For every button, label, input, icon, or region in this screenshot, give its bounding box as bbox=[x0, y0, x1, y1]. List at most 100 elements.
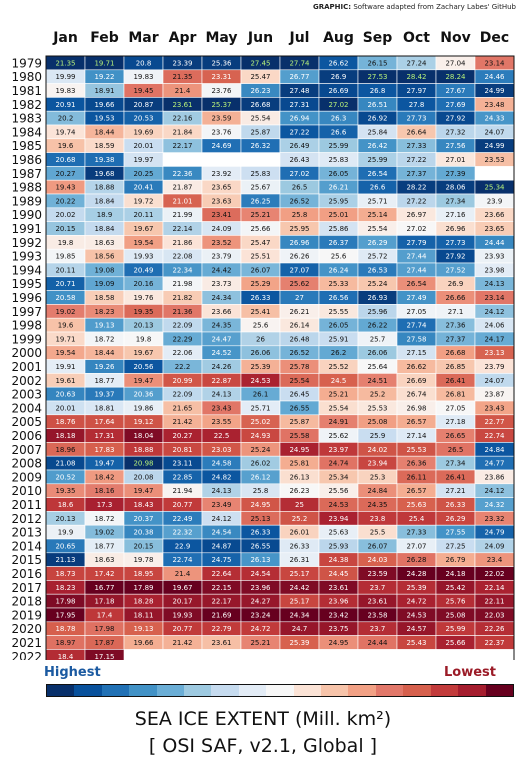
cell-value-label: 26.3 bbox=[331, 115, 347, 123]
cell-value-label: 23.43 bbox=[211, 404, 231, 412]
cell-value-label: 27.02 bbox=[328, 101, 348, 109]
cell-value-label: 23.11 bbox=[172, 460, 192, 468]
cell-value-label: 22.11 bbox=[484, 598, 504, 606]
cell-value-label: 19.69 bbox=[133, 128, 153, 136]
cell-value-label: 19.38 bbox=[94, 156, 114, 164]
cell-value-label: 26.5 bbox=[448, 446, 464, 454]
cell-value-label: 23.92 bbox=[211, 170, 231, 178]
cell-value-label: 23.61 bbox=[367, 598, 387, 606]
cell-value-label: 26.23 bbox=[289, 487, 309, 495]
cell-value-label: 24.5 bbox=[331, 377, 347, 385]
cell-value-label: 22.87 bbox=[211, 377, 231, 385]
year-label: 2002 bbox=[11, 374, 42, 388]
cell-value-label: 27.55 bbox=[445, 529, 465, 537]
cell-value-label: 18.78 bbox=[55, 625, 75, 633]
cell-value-label: 20.71 bbox=[55, 280, 75, 288]
cell-value-label: 26.12 bbox=[250, 473, 270, 481]
chart-subtitle: [ OSI SAF, v2.1, Global ] bbox=[148, 735, 378, 757]
cell-value-label: 26.66 bbox=[445, 294, 466, 302]
year-label: 1996 bbox=[11, 291, 42, 305]
cell-value-label: 27.31 bbox=[289, 101, 309, 109]
year-label: 1990 bbox=[11, 208, 42, 222]
year-label: 2009 bbox=[11, 470, 42, 484]
cell-value-label: 24.06 bbox=[484, 322, 505, 330]
cell-value-label: 26.85 bbox=[445, 363, 465, 371]
month-label: Sep bbox=[363, 30, 393, 46]
cell-value-label: 20.99 bbox=[172, 377, 192, 385]
cell-value-label: 23.94 bbox=[328, 515, 349, 523]
cell-value-label: 24.12 bbox=[484, 487, 504, 495]
cell-value-label: 25.66 bbox=[250, 225, 271, 233]
cell-value-label: 25.4 bbox=[409, 515, 425, 523]
year-label: 2015 bbox=[11, 553, 42, 567]
cell-value-label: 18.18 bbox=[55, 432, 75, 440]
cell-value-label: 25.8 bbox=[253, 487, 269, 495]
cell-value-label: 22.02 bbox=[484, 570, 504, 578]
cell-value-label: 27.22 bbox=[289, 128, 309, 136]
colorbar-swatch bbox=[375, 685, 404, 696]
cell-value-label: 25.21 bbox=[328, 391, 348, 399]
cell-value-label: 22.14 bbox=[484, 584, 505, 592]
cell-value-label: 25.58 bbox=[289, 432, 309, 440]
cell-value-label: 26.64 bbox=[406, 128, 427, 136]
cell-value-label: 25.9 bbox=[370, 432, 386, 440]
cell-value-label: 19.85 bbox=[55, 253, 75, 261]
cell-value-label: 23.39 bbox=[172, 59, 192, 67]
cell-value-label: 24.09 bbox=[484, 542, 504, 550]
cell-value-label: 27.37 bbox=[445, 335, 465, 343]
year-label: 2006 bbox=[11, 429, 42, 443]
cell-value-label: 24.72 bbox=[250, 625, 270, 633]
cell-value-label: 25.14 bbox=[367, 211, 388, 219]
cell-value-label: 24.99 bbox=[484, 142, 504, 150]
sea-ice-heatmap: Jan Feb Mar Apr May Jun Jul Aug Sep Oct Nov Dec 1979… bbox=[11, 30, 515, 660]
year-label: 1986 bbox=[11, 153, 42, 167]
cell-value-label: 26.37 bbox=[328, 239, 348, 247]
cell-value-label: 26.07 bbox=[250, 266, 270, 274]
cell-value-label: 18.73 bbox=[55, 570, 75, 578]
cell-value-label: 21.35 bbox=[172, 73, 192, 81]
cell-value-label: 23.7 bbox=[370, 584, 386, 592]
cell-value-label: 26 bbox=[256, 335, 265, 343]
cell-value-label: 18.72 bbox=[94, 335, 114, 343]
colorbar-swatch bbox=[184, 685, 212, 696]
cell-value-label: 23.24 bbox=[250, 611, 271, 619]
cell-value-label: 25.93 bbox=[328, 542, 348, 550]
cell-value-label: 26.43 bbox=[289, 156, 309, 164]
cell-value-label: 17.95 bbox=[55, 611, 75, 619]
cell-value-label: 23.75 bbox=[328, 625, 348, 633]
cell-value-label: 19.47 bbox=[94, 460, 114, 468]
year-label: 1995 bbox=[11, 277, 42, 291]
cell-value-label: 25.52 bbox=[328, 363, 348, 371]
month-label: Aug bbox=[323, 30, 354, 46]
cell-value-label: 24.58 bbox=[211, 460, 231, 468]
cell-value-label: 24.07 bbox=[484, 377, 504, 385]
cell-value-label: 19.71 bbox=[94, 59, 114, 67]
month-label: Oct bbox=[403, 30, 430, 46]
cell-value-label: 18.42 bbox=[94, 473, 114, 481]
cell-value-label: 20.25 bbox=[133, 170, 153, 178]
colorbar bbox=[46, 684, 514, 697]
cell-value-label: 24.34 bbox=[211, 294, 232, 302]
cell-value-label: 27.74 bbox=[289, 59, 310, 67]
cell-value-label: 25.24 bbox=[250, 446, 271, 454]
cell-value-label: 27.45 bbox=[250, 59, 270, 67]
cell-value-label: 26.9 bbox=[331, 73, 347, 81]
cell-value-label: 17.64 bbox=[94, 418, 115, 426]
cell-value-label: 19.99 bbox=[55, 73, 75, 81]
cell-value-label: 24.35 bbox=[211, 322, 231, 330]
cell-value-label: 26.31 bbox=[289, 556, 309, 564]
legend-lowest-label: Lowest bbox=[444, 665, 496, 680]
cell-value-label: 26.33 bbox=[445, 501, 465, 509]
cell-value-label: 23.66 bbox=[211, 308, 232, 316]
cell-value-label: 19.8 bbox=[58, 239, 74, 247]
cell-value-label: 18.63 bbox=[94, 556, 114, 564]
cell-value-label: 22.03 bbox=[484, 611, 504, 619]
cell-value-label: 25.99 bbox=[445, 625, 465, 633]
cell-value-label: 18.72 bbox=[94, 515, 114, 523]
cell-value-label: 24.42 bbox=[211, 266, 231, 274]
cell-value-label: 24.51 bbox=[367, 377, 387, 385]
cell-value-label: 23.32 bbox=[484, 515, 504, 523]
cell-value-label: 26.42 bbox=[367, 142, 387, 150]
cell-value-label: 26.98 bbox=[406, 404, 426, 412]
cell-value-label: 18.97 bbox=[55, 639, 75, 647]
